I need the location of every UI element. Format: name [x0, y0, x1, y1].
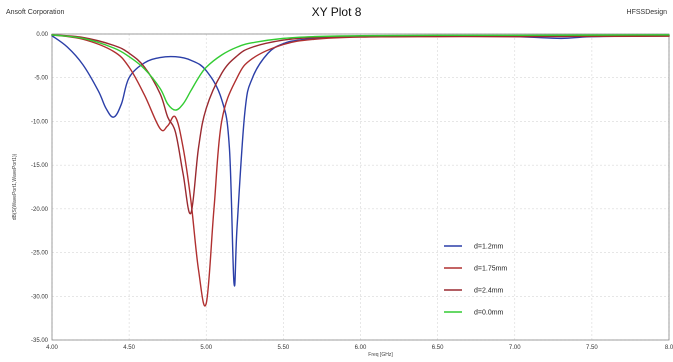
legend-label: d=0.0mm: [474, 310, 504, 317]
y-tick-label: -15.00: [31, 163, 49, 169]
y-tick-label: -10.00: [31, 119, 49, 125]
x-tick-label: 6.00: [355, 345, 367, 351]
x-tick-label: 5.00: [200, 345, 212, 351]
x-tick-label: 5.50: [278, 345, 290, 351]
chart-title: XY Plot 8: [311, 5, 362, 19]
series-line-4: [51, 34, 670, 111]
axes: 4.00 4.50 5.00 5.50 6.00 6.50 7.00 7.50 8.0 0.00 -…: [12, 32, 673, 358]
y-axis-title: dB(S(WavePort1,WavePort1)): [12, 153, 18, 220]
y-tick-label: -5.00: [34, 76, 48, 82]
x-tick-label: 4.50: [123, 345, 135, 351]
y-tick-label: 0.00: [36, 32, 48, 38]
plot-header: Ansoft Corporation XY Plot 8 HFSSDesign: [0, 0, 673, 24]
y-tick-label: -25.00: [31, 251, 49, 257]
grid: [51, 33, 670, 341]
x-axis-title: Freq [GHz]: [368, 352, 393, 358]
series-line-3: [51, 34, 670, 215]
company-label: Ansoft Corporation: [6, 9, 65, 16]
legend: d=1.2mm d=1.75mm d=2.4mm d=0.0mm: [444, 244, 507, 317]
y-tick-label: -20.00: [31, 207, 49, 213]
x-tick-label: 7.00: [509, 345, 521, 351]
legend-label: d=1.75mm: [474, 266, 507, 273]
plot-frame: [51, 33, 670, 341]
y-tick-label: -30.00: [31, 294, 49, 300]
legend-label: d=2.4mm: [474, 288, 504, 295]
x-tick-label: 7.50: [586, 345, 598, 351]
legend-label: d=1.2mm: [474, 244, 504, 251]
x-tick-label: 4.00: [46, 345, 58, 351]
design-label: HFSSDesign: [626, 9, 667, 16]
series-line-1: [51, 35, 670, 287]
x-tick-label: 8.0: [665, 345, 673, 351]
x-tick-label: 6.50: [432, 345, 444, 351]
y-tick-label: -35.00: [31, 338, 49, 344]
series-lines: [51, 34, 670, 307]
